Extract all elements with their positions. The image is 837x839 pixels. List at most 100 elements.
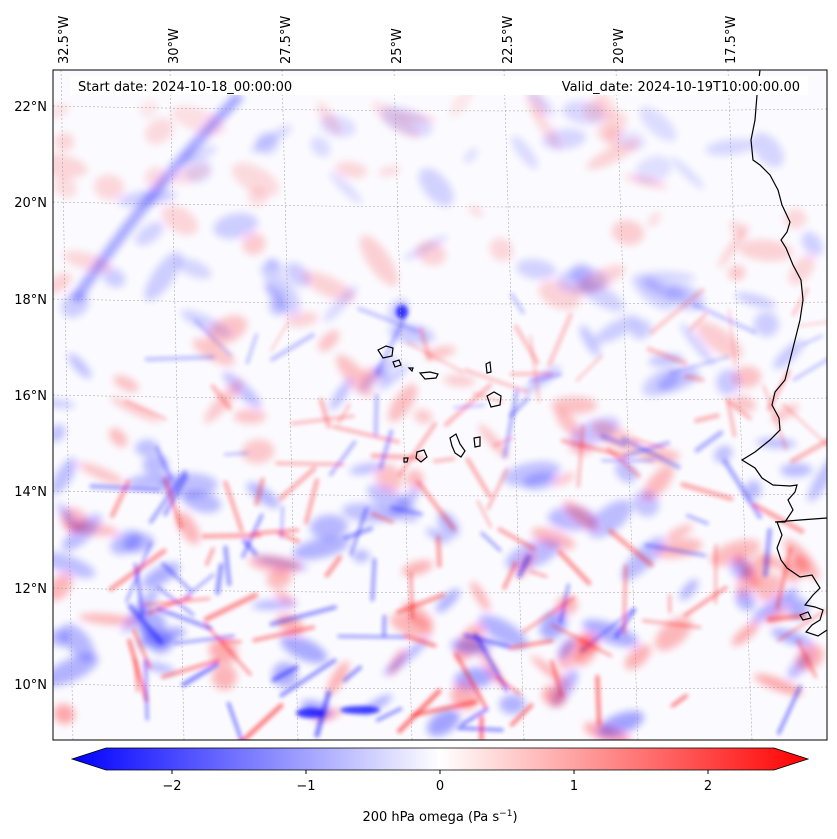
omega-streak bbox=[623, 440, 670, 458]
omega-streak bbox=[547, 312, 573, 367]
omega-patch bbox=[135, 221, 164, 246]
omega-streak bbox=[463, 633, 511, 649]
omega-patch bbox=[530, 655, 571, 688]
omega-patch bbox=[359, 235, 398, 287]
omega-patch bbox=[176, 511, 200, 545]
omega-patch bbox=[250, 125, 293, 153]
map-frame bbox=[52, 69, 828, 741]
omega-streak bbox=[161, 658, 221, 679]
omega-streak bbox=[509, 703, 534, 727]
omega-streak bbox=[789, 438, 827, 464]
omega-streak bbox=[201, 533, 262, 539]
omega-patch bbox=[716, 369, 740, 396]
omega-streak bbox=[608, 528, 654, 568]
omega-patch bbox=[671, 157, 705, 190]
omega-patch bbox=[435, 588, 460, 613]
omega-patch bbox=[248, 555, 302, 573]
omega-streak bbox=[210, 384, 232, 411]
omega-streak bbox=[181, 661, 220, 688]
omega-streak bbox=[641, 619, 702, 629]
omega-streak bbox=[517, 554, 531, 579]
omega-streak bbox=[595, 675, 602, 726]
omega-patch bbox=[53, 457, 77, 495]
omega-streak bbox=[763, 527, 772, 578]
omega-streak bbox=[669, 355, 730, 375]
omega-patch bbox=[770, 404, 800, 422]
omega-streak bbox=[480, 531, 502, 552]
omega-streak bbox=[509, 639, 554, 650]
omega-patch bbox=[53, 398, 76, 409]
omega-streak bbox=[144, 659, 149, 721]
omega-patch bbox=[751, 588, 799, 624]
omega-streak bbox=[435, 535, 442, 568]
omega-patch bbox=[709, 539, 761, 566]
omega-patch bbox=[416, 241, 447, 266]
omega-patch bbox=[144, 117, 174, 145]
omega-patch bbox=[349, 463, 383, 475]
omega-streak bbox=[797, 320, 827, 327]
lat-label: 22°N bbox=[14, 100, 47, 115]
omega-patch bbox=[753, 311, 779, 337]
omega-patch bbox=[377, 364, 410, 391]
omega-band bbox=[70, 91, 244, 303]
omega-patch bbox=[175, 258, 212, 279]
omega-patch bbox=[301, 271, 356, 302]
omega-streak bbox=[194, 319, 232, 357]
omega-streak bbox=[432, 457, 456, 463]
omega-patch bbox=[388, 486, 421, 521]
omega-streak bbox=[220, 639, 243, 644]
omega-patch bbox=[285, 311, 319, 327]
omega-streak bbox=[508, 396, 530, 418]
omega-patch bbox=[807, 455, 827, 502]
island-santa-luzia bbox=[407, 367, 414, 373]
omega-patch bbox=[555, 408, 582, 438]
omega-patch bbox=[499, 694, 526, 715]
omega-streak bbox=[766, 613, 807, 622]
omega-patch bbox=[695, 321, 743, 359]
omega-streak bbox=[622, 564, 628, 635]
omega-streak bbox=[465, 457, 492, 498]
omega-patch bbox=[705, 138, 756, 156]
omega-patch bbox=[731, 621, 760, 647]
omega-patch bbox=[642, 465, 674, 501]
omega-streak bbox=[254, 477, 265, 506]
island-sao-nicolau bbox=[418, 371, 439, 380]
omega-patch bbox=[788, 255, 815, 285]
omega-patch bbox=[679, 579, 699, 601]
omega-streak bbox=[269, 332, 316, 362]
lon-label: 27.5°W bbox=[279, 16, 294, 64]
omega-patch bbox=[470, 581, 490, 612]
omega-streak bbox=[205, 547, 215, 567]
omega-streak bbox=[371, 512, 395, 524]
omega-streak bbox=[762, 384, 788, 451]
omega-patch bbox=[310, 514, 348, 540]
omega-patch bbox=[714, 445, 733, 463]
omega-streak bbox=[521, 596, 576, 634]
omega-patch bbox=[53, 272, 72, 294]
omega-patch bbox=[381, 106, 433, 137]
cape-verde-islands bbox=[377, 345, 502, 463]
gambia-inlet bbox=[774, 517, 827, 523]
bijagos-islands bbox=[799, 611, 812, 621]
omega-patch bbox=[463, 148, 478, 164]
omega-streak bbox=[318, 397, 332, 429]
omega-patch bbox=[62, 513, 102, 552]
omega-streak bbox=[337, 634, 407, 639]
omega-streak bbox=[509, 292, 526, 315]
omega-patch bbox=[597, 711, 644, 737]
omega-patch bbox=[61, 623, 95, 661]
omega-patch bbox=[390, 613, 433, 639]
omega-streak bbox=[686, 514, 709, 525]
omega-patch bbox=[511, 135, 539, 170]
africa-coastline bbox=[740, 70, 827, 637]
omega-patch bbox=[780, 463, 813, 477]
omega-core bbox=[296, 708, 324, 718]
omega-patch bbox=[555, 596, 578, 615]
omega-patch bbox=[209, 638, 238, 664]
omega-patch bbox=[323, 285, 358, 323]
island-sao-vicente bbox=[392, 359, 402, 368]
valid-date: Valid_date: 2024-10-19T10:00:00.00 bbox=[562, 80, 800, 95]
omega-patch bbox=[586, 139, 640, 170]
omega-streak bbox=[649, 287, 705, 335]
lon-label: 20°W bbox=[612, 28, 627, 64]
